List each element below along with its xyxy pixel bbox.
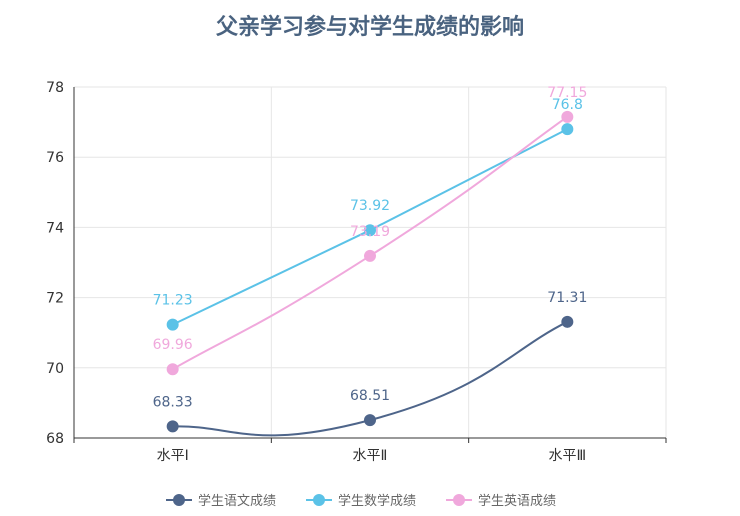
data-label: 68.51 bbox=[350, 388, 390, 404]
axes: 68 70 72 74 76 78 水平Ⅰ 水平Ⅱ 水平Ⅲ bbox=[46, 80, 667, 464]
data-label: 71.31 bbox=[547, 290, 587, 306]
data-label: 68.33 bbox=[153, 394, 193, 410]
data-point[interactable] bbox=[166, 318, 179, 331]
legend-label: 学生数学成绩 bbox=[338, 493, 416, 509]
series-group bbox=[166, 110, 574, 437]
chart-title: 父亲学习参与对学生成绩的影响 bbox=[216, 14, 524, 40]
legend-marker bbox=[453, 494, 465, 506]
legend-label: 学生语文成绩 bbox=[198, 493, 276, 509]
data-label: 73.19 bbox=[350, 224, 390, 240]
y-tick-label: 70 bbox=[46, 361, 64, 377]
legend-marker bbox=[173, 494, 185, 506]
data-label: 73.92 bbox=[350, 198, 390, 214]
legend-item[interactable]: 学生数学成绩 bbox=[306, 493, 416, 509]
y-tick-label: 68 bbox=[46, 431, 64, 447]
data-point[interactable] bbox=[166, 420, 179, 433]
legend-marker bbox=[313, 494, 325, 506]
x-tick-label: 水平Ⅱ bbox=[353, 448, 388, 464]
data-label: 71.23 bbox=[153, 293, 193, 309]
data-point[interactable] bbox=[364, 414, 376, 427]
y-tick-label: 78 bbox=[46, 80, 64, 96]
grid bbox=[74, 86, 667, 438]
x-tick-label: 水平Ⅰ bbox=[157, 448, 189, 464]
data-label: 69.96 bbox=[153, 337, 193, 353]
y-tick-label: 76 bbox=[46, 150, 64, 166]
data-labels: 68.33 68.51 71.31 71.23 73.92 76.8 69.96 73.19 7… bbox=[153, 85, 588, 411]
legend-label: 学生英语成绩 bbox=[478, 493, 556, 509]
data-label: 76.8 bbox=[552, 97, 583, 113]
data-point[interactable] bbox=[364, 224, 376, 237]
y-tick-label: 72 bbox=[46, 291, 64, 307]
data-point[interactable] bbox=[364, 249, 376, 262]
data-point[interactable] bbox=[561, 110, 574, 123]
data-label: 77.15 bbox=[547, 85, 587, 101]
y-tick-label: 74 bbox=[46, 220, 64, 236]
data-point[interactable] bbox=[561, 123, 574, 136]
data-point[interactable] bbox=[166, 363, 179, 376]
x-tick-label: 水平Ⅲ bbox=[549, 448, 587, 464]
legend-item[interactable]: 学生英语成绩 bbox=[446, 493, 556, 509]
legend[interactable]: 学生语文成绩 学生数学成绩 学生英语成绩 bbox=[166, 493, 556, 509]
series-line bbox=[172, 116, 568, 371]
legend-item[interactable]: 学生语文成绩 bbox=[166, 493, 276, 509]
data-point[interactable] bbox=[561, 315, 574, 328]
